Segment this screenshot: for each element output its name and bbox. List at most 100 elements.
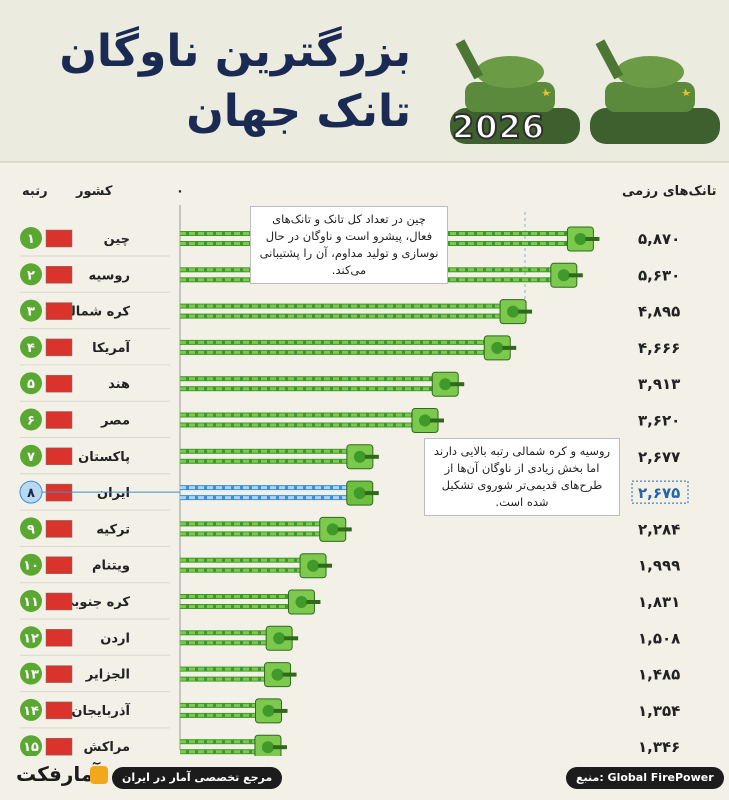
rank-column-header: رتبه bbox=[22, 184, 48, 199]
brand-mark-icon bbox=[90, 766, 108, 784]
rank-label-13: ۱۳ bbox=[23, 668, 39, 683]
header-tank-left-icon bbox=[450, 39, 580, 144]
rank-label-14: ۱۴ bbox=[23, 704, 39, 719]
vietnam-flag-icon bbox=[45, 556, 73, 574]
rank-badge-10 bbox=[20, 553, 42, 576]
rank-label-7: ۷ bbox=[27, 450, 35, 465]
rank-badge-12 bbox=[20, 626, 42, 649]
rank-badge-14 bbox=[20, 698, 42, 721]
rank-badge-1 bbox=[20, 227, 42, 249]
tanks-column-header: تانک‌های رزمی bbox=[622, 184, 717, 199]
bar-tank-15-icon bbox=[254, 734, 287, 760]
country-label-5: هند bbox=[108, 377, 130, 392]
country-label-8: ایران bbox=[97, 486, 130, 501]
bar-6 bbox=[180, 412, 431, 428]
rank-label-12: ۱۲ bbox=[23, 631, 39, 646]
algeria-flag-icon bbox=[45, 665, 73, 683]
value-label-5: ۳,۹۱۳ bbox=[638, 375, 680, 393]
brand-logo: آمارفکت bbox=[16, 762, 101, 786]
rank-label-6: ۶ bbox=[27, 414, 35, 429]
bar-tank-9-icon bbox=[319, 516, 352, 542]
rank-label-2: ۲ bbox=[27, 268, 35, 283]
tagline-badge: مرجع تخصصی آمار در ایران bbox=[112, 767, 283, 789]
value-label-9: ۲,۲۸۴ bbox=[638, 520, 680, 538]
bar-tank-7-icon bbox=[346, 444, 379, 470]
rank-label-10: ۱۰ bbox=[23, 559, 39, 574]
country-label-9: ترکیه bbox=[96, 522, 130, 537]
bar-tank-2-icon bbox=[550, 262, 583, 288]
value-label-6: ۳,۶۲۰ bbox=[638, 412, 680, 430]
country-column-header: کشور bbox=[76, 184, 113, 199]
bar-tank-3-icon bbox=[499, 299, 533, 325]
bar-tank-13-icon bbox=[264, 662, 297, 688]
year-label: 2026 bbox=[451, 107, 546, 147]
bar-tank-6-icon bbox=[411, 408, 445, 433]
india-flag-icon bbox=[45, 374, 73, 393]
bar-11 bbox=[180, 594, 307, 609]
rank-label-15: ۱۵ bbox=[23, 740, 39, 755]
china-callout: چین در تعداد کل تانک و تانک‌های فعال، پی… bbox=[250, 206, 448, 284]
country-label-14: آذربایجان bbox=[71, 702, 130, 719]
rank-badge-3 bbox=[20, 299, 42, 322]
russia-callout: روسیه و کره شمالی رتبه بالایی دارند اما … bbox=[424, 438, 620, 516]
title-line-2: تانک جهان bbox=[186, 86, 411, 137]
bar-tank-8-icon bbox=[346, 480, 379, 506]
rank-label-9: ۹ bbox=[27, 522, 35, 537]
rank-badge-5 bbox=[20, 372, 42, 395]
title-line-1: بزرگترین ناوگان bbox=[59, 26, 411, 77]
value-label-13: ۱,۴۸۵ bbox=[638, 666, 680, 684]
value-label-2: ۵,۶۳۰ bbox=[638, 266, 680, 284]
bar-tank-12-icon bbox=[265, 625, 299, 651]
rank-badge-4 bbox=[20, 335, 42, 358]
country-label-10: ویتنام bbox=[92, 559, 130, 574]
country-label-7: پاکستان bbox=[78, 450, 130, 465]
value-label-15: ۱,۳۴۶ bbox=[638, 738, 680, 756]
rank-badge-11 bbox=[20, 590, 42, 612]
value-label-10: ۱,۹۹۹ bbox=[638, 557, 680, 575]
north-korea-flag-icon bbox=[45, 302, 73, 320]
bar-tank-4-icon bbox=[483, 335, 517, 361]
bar-7 bbox=[180, 448, 365, 464]
rank-label-4: ۴ bbox=[27, 341, 35, 356]
country-label-11: کره جنوبی bbox=[61, 595, 130, 610]
bar-tank-14-icon bbox=[255, 698, 288, 724]
country-label-15: مراکش bbox=[83, 740, 130, 755]
value-label-1: ۵,۸۷۰ bbox=[638, 230, 680, 248]
country-label-12: اردن bbox=[100, 631, 130, 646]
rank-badge-13 bbox=[20, 662, 42, 685]
bar-5 bbox=[180, 376, 451, 392]
rank-label-3: ۳ bbox=[27, 305, 35, 320]
rank-label-1: ۱ bbox=[27, 232, 35, 247]
value-label-8: ۲,۶۷۵ bbox=[638, 484, 680, 502]
rank-badge-7 bbox=[20, 444, 42, 467]
country-label-13: الجزایر bbox=[85, 668, 130, 683]
country-label-3: کره شمالی bbox=[58, 305, 131, 320]
rank-badge-6 bbox=[20, 408, 42, 431]
bar-4 bbox=[180, 339, 503, 355]
pakistan-flag-icon bbox=[45, 447, 73, 466]
azerbaijan-flag-icon bbox=[45, 701, 73, 720]
value-label-7: ۲,۶۷۷ bbox=[638, 448, 680, 466]
rank-label-11: ۱۱ bbox=[23, 595, 39, 610]
bar-tank-11-icon bbox=[287, 589, 321, 615]
russia-flag-icon bbox=[45, 266, 73, 284]
south-korea-flag-icon bbox=[45, 592, 73, 611]
value-label-12: ۱,۵۰۸ bbox=[638, 629, 680, 647]
egypt-flag-icon bbox=[45, 411, 73, 429]
country-label-4: آمریکا bbox=[92, 339, 130, 356]
value-label-3: ۴,۸۹۵ bbox=[638, 303, 680, 321]
value-label-11: ۱,۸۳۱ bbox=[638, 593, 680, 611]
highlight-value-box bbox=[631, 480, 689, 504]
bar-tank-1-icon bbox=[566, 226, 600, 252]
bar-3 bbox=[180, 303, 519, 319]
rank-label-5: ۵ bbox=[27, 377, 35, 392]
china-flag-icon bbox=[45, 229, 73, 248]
rank-badge-9 bbox=[20, 517, 42, 540]
bar-8 bbox=[180, 485, 365, 501]
country-label-1: چین bbox=[104, 232, 130, 247]
axis-zero-label: ۰ bbox=[176, 184, 184, 199]
turkey-flag-icon bbox=[45, 520, 73, 538]
usa-flag-icon bbox=[45, 338, 73, 357]
bar-9 bbox=[180, 521, 338, 537]
